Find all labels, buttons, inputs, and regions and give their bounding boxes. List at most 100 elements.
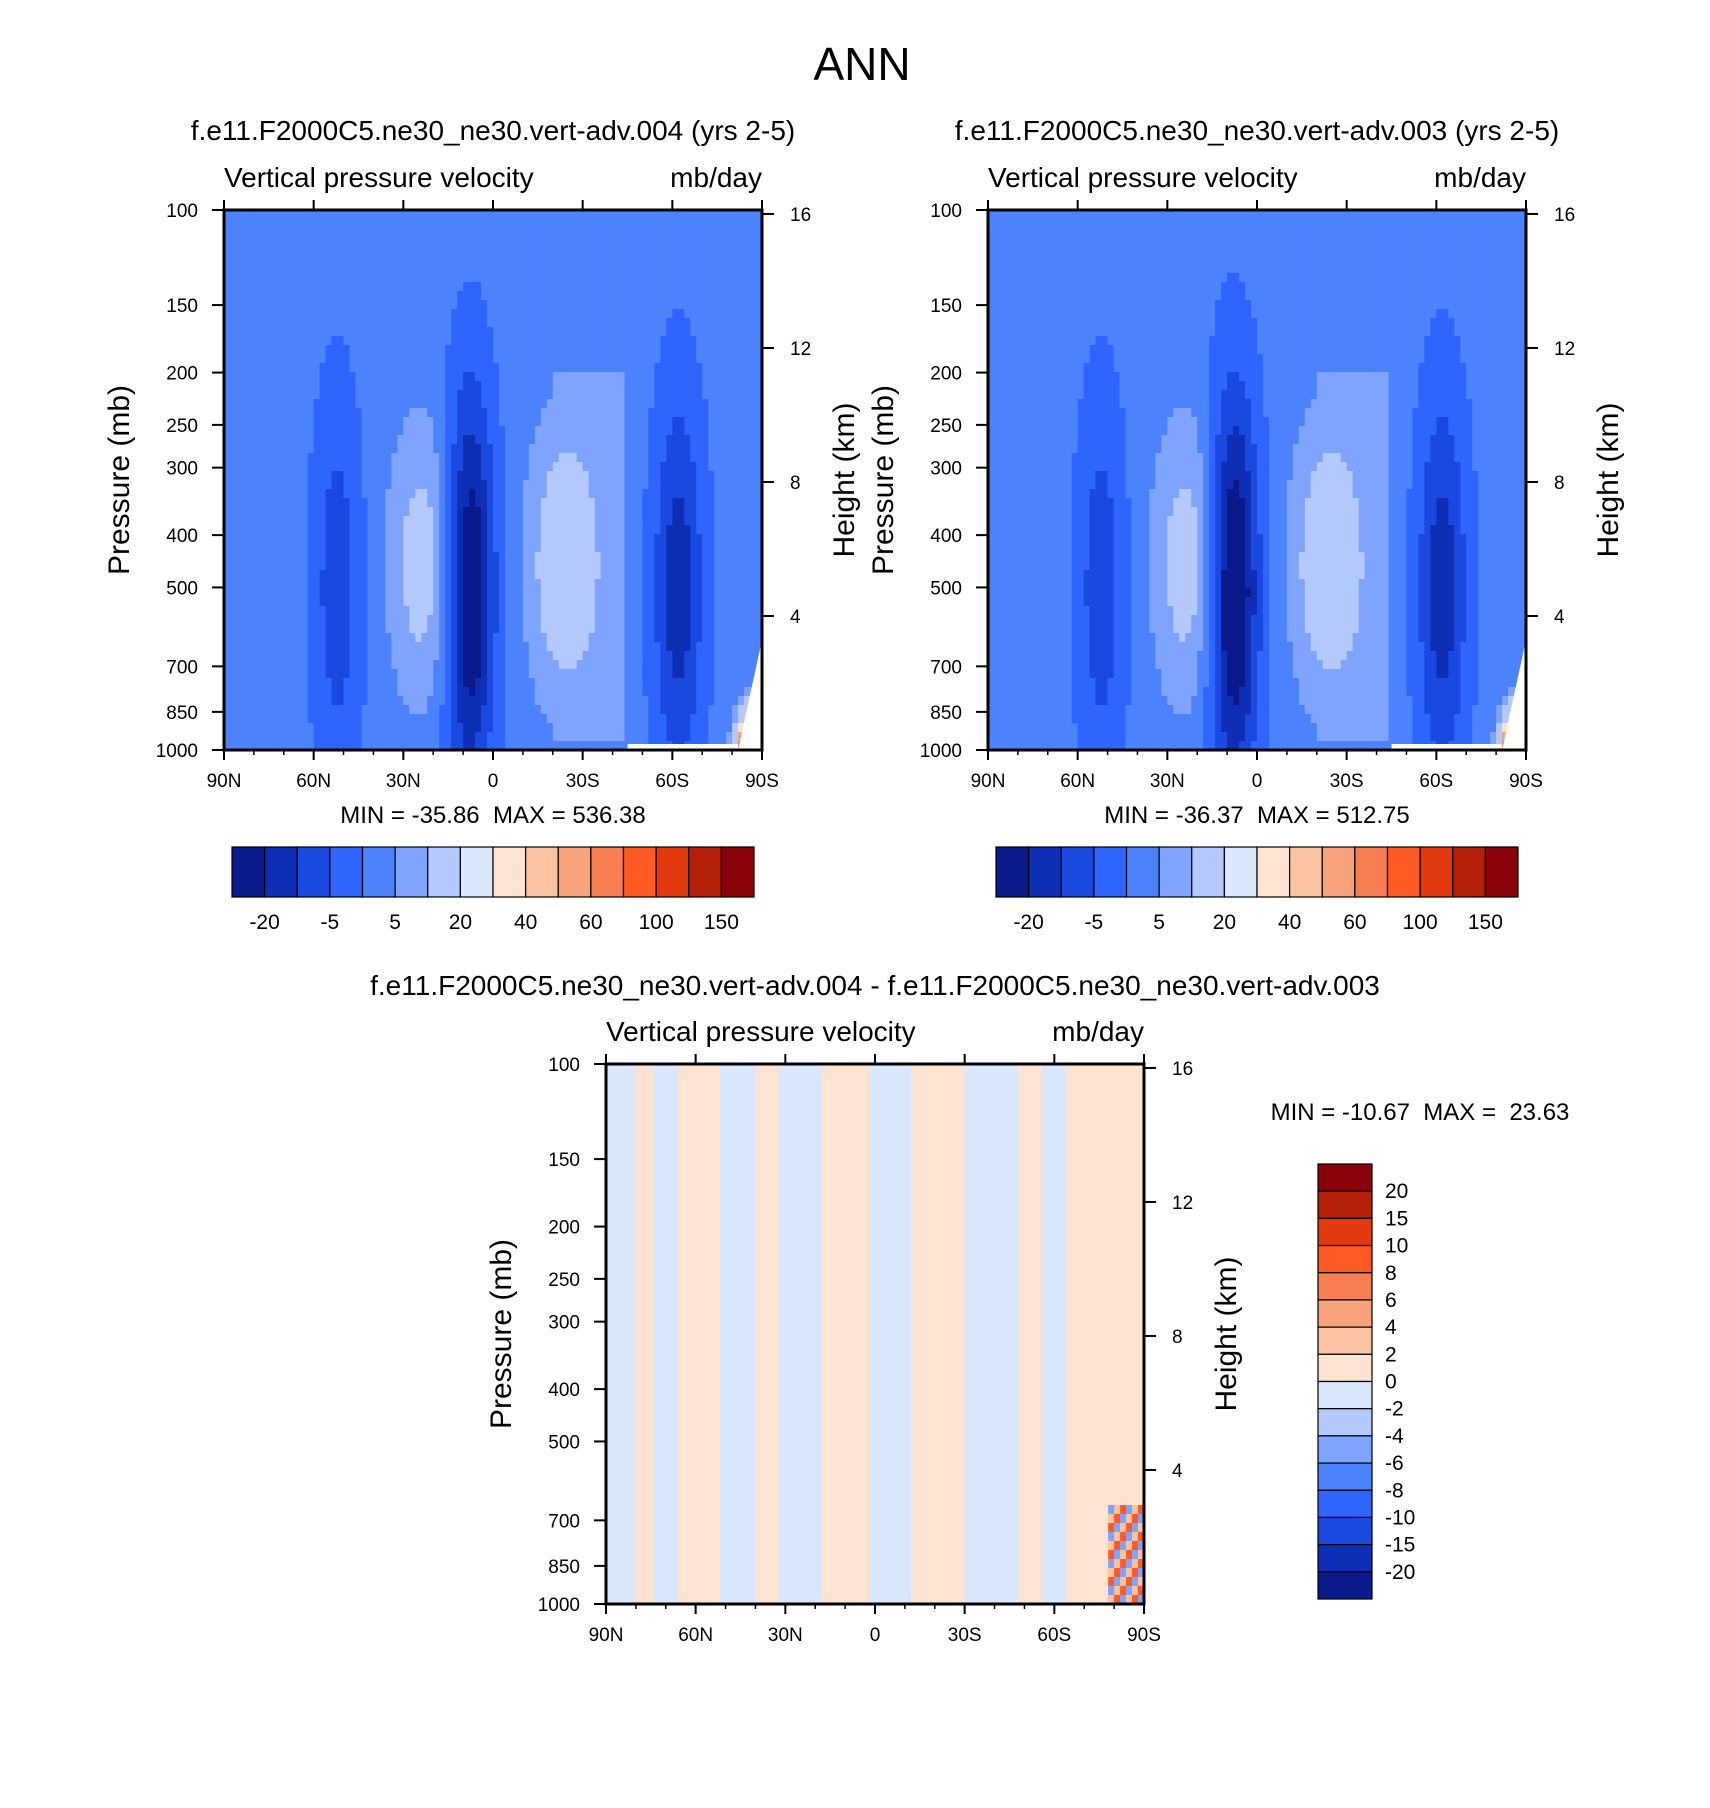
contour-cell [552,507,560,517]
contour-cell [415,471,422,481]
contour-cell [319,318,327,328]
contour-cell [732,417,739,427]
contour-cell [469,291,476,301]
contour-cell [343,453,351,463]
contour-cell [498,390,506,400]
contour-cell [427,300,434,310]
contour-cell [433,255,440,265]
contour-cell [564,309,572,319]
contour-cell [373,471,381,481]
contour-cell [648,534,655,544]
contour-cell [744,246,751,256]
contour-cell [427,309,434,319]
contour-cell [504,489,512,499]
contour-cell [534,687,542,697]
contour-cell [427,696,434,706]
contour-cell [235,309,243,319]
contour-cell [343,219,351,229]
contour-cell [582,543,590,553]
contour-cell [690,651,697,661]
contour-cell [726,561,733,571]
contour-cell [750,651,757,661]
contour-cell [564,498,572,508]
contour-cell [510,246,518,256]
contour-cell [265,462,273,472]
contour-cell [325,390,333,400]
contour-cell [564,399,572,409]
contour-cell [552,498,560,508]
contour-cell [313,561,321,571]
contour-cell [247,489,255,499]
contour-cell [546,417,554,427]
contour-cell [277,390,285,400]
contour-cell [714,363,721,373]
contour-cell [415,219,422,229]
contour-cell [588,327,596,337]
contour-cell [349,552,357,562]
contour-cell [241,273,249,283]
contour-cell [726,390,733,400]
contour-cell [756,255,763,265]
contour-cell [415,561,422,571]
contour-cell [433,264,440,274]
contour-cell [684,516,691,526]
contour-cell [463,300,470,310]
contour-cell [534,336,542,346]
contour-cell [750,363,757,373]
contour-cell [744,453,751,463]
contour-cell [331,615,339,625]
contour-cell [331,624,339,634]
contour-cell [487,606,494,616]
contour-cell [235,687,243,697]
contour-cell [337,327,345,337]
contour-cell [439,210,446,220]
contour-cell [684,588,691,598]
contour-cell [744,228,751,238]
contour-cell [504,453,512,463]
contour-cell [325,300,333,310]
contour-cell [283,570,291,580]
contour-cell [361,336,369,346]
contour-cell [510,381,518,391]
contour-cell [415,489,422,499]
contour-cell [451,480,458,490]
contour-cell [666,588,673,598]
contour-cell [337,246,345,256]
contour-cell [469,678,476,688]
contour-cell [558,696,566,706]
contour-cell [600,345,608,355]
contour-cell [522,309,530,319]
contour-cell [295,561,303,571]
contour-cell [487,444,494,454]
contour-cell [475,561,482,571]
contour-cell [720,336,727,346]
contour-cell [582,462,590,472]
contour-cell [457,336,464,346]
contour-cell [750,597,757,607]
contour-cell [451,435,458,445]
contour-cell [630,273,638,283]
contour-cell [642,642,650,652]
contour-cell [337,678,345,688]
contour-cell [247,372,255,382]
contour-cell [409,426,416,436]
contour-cell [343,291,351,301]
contour-cell [606,327,614,337]
contour-cell [720,588,727,598]
contour-cell [576,354,584,364]
contour-cell [295,327,303,337]
contour-cell [355,606,363,616]
contour-cell [319,696,327,706]
contour-cell [493,462,500,472]
contour-cell [277,570,285,580]
contour-cell [606,354,614,364]
contour-cell [295,651,303,661]
contour-cell [558,336,566,346]
contour-cell [373,489,381,499]
contour-cell [642,624,650,634]
contour-cell [265,282,273,292]
contour-cell [247,246,255,256]
contour-cell [690,399,697,409]
contour-cell [319,210,327,220]
contour-cell [427,615,434,625]
